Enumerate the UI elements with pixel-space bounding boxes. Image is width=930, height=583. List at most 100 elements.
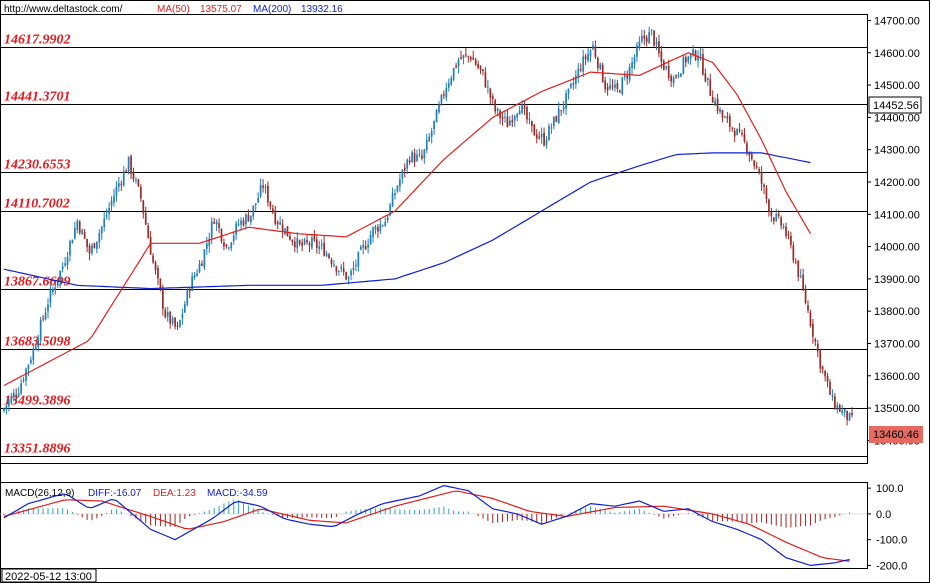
candle-body [440,94,443,104]
candle-body [772,217,775,222]
candle-body [618,90,621,93]
candle-body [208,238,211,246]
candle-body [96,241,98,250]
candle-body [171,318,174,324]
candle-body [350,270,352,276]
candle-body [281,224,284,232]
candle-body [465,54,467,56]
candle-body [296,238,299,249]
candle-body [198,263,201,273]
candle-body [834,396,836,409]
candle-body [245,214,247,225]
ma200-value: 13932.16 [301,4,343,15]
candle-body [609,84,611,89]
candle-body [340,266,343,269]
candle-body [831,395,834,398]
candle-body [665,66,668,69]
candle-body [579,69,582,71]
candle-body [841,410,844,414]
candle-body [193,275,196,278]
candle-body [684,57,687,63]
candle-body [161,288,164,309]
candle-body [540,134,543,137]
candle-body [105,214,108,217]
candle-body [120,183,123,185]
candle-body [86,238,88,247]
candle-body [570,83,572,88]
candle-body [37,339,40,347]
candle-body [650,29,653,31]
candle-body [467,56,470,58]
candle-body [110,200,113,206]
candle-body [42,318,44,320]
candle-body [308,243,311,246]
candle-body [631,62,633,69]
candle-body [626,75,629,79]
last-price-tag-text: 13460.46 [873,429,919,441]
candle-body [582,56,585,72]
candle-body [702,54,704,75]
candle-body [829,381,831,395]
candle-body [457,59,460,67]
candle-body [249,215,252,223]
ma200-line [3,152,811,290]
candle-body [20,383,22,394]
candle-body [528,118,531,120]
candle-body [301,242,303,246]
price-tick-label: 14700.00 [874,15,920,27]
candle-body [54,287,57,290]
candle-body [257,197,260,203]
candle-body [61,266,64,270]
last-price-tag [869,426,923,443]
candle-body [711,96,714,103]
candle-body [254,203,257,206]
candle-body [689,53,692,59]
candle-body [706,77,709,80]
candle-body [846,410,848,420]
candle-body [157,268,159,279]
candle-body [482,69,484,72]
candle-body [66,257,69,265]
candle-body [76,220,79,230]
support-resistance-levels: 14617.9902 14441.3701 14230.6553 14110.7002… [0,33,867,457]
candle-body [240,220,242,225]
dea-line [3,490,850,562]
candle-body [785,226,787,237]
candle-body [335,266,338,272]
candle-body [768,199,770,212]
candle-body [653,30,655,46]
candle-body [49,290,52,303]
candle-body [416,154,418,162]
candle-body [152,255,154,263]
candle-body [98,233,101,243]
candle-body [330,259,333,265]
candle-body [413,153,416,163]
candle-body [230,242,233,249]
candle-body [39,319,42,341]
candle-body [606,87,609,91]
candle-body [775,214,778,221]
level-label: 13499.3896 [4,394,71,409]
candle-body [721,110,724,118]
candle-body [848,412,851,421]
candle-body [220,229,223,242]
candle-body [149,237,152,255]
candle-body [147,225,150,239]
candle-body [662,61,665,70]
candle-body [777,213,780,216]
candle-body [594,46,597,57]
candle-body [323,242,325,256]
candle-body [103,218,106,227]
candle-body [599,63,602,69]
candle-body [425,139,428,151]
candle-body [347,277,350,279]
candle-body [545,140,548,145]
candle-body [56,280,59,286]
candle-body [174,317,176,327]
candle-body [623,74,626,77]
candle-body [78,221,81,233]
candle-body [445,87,448,98]
candle-body [633,57,636,64]
candle-body [550,127,553,129]
